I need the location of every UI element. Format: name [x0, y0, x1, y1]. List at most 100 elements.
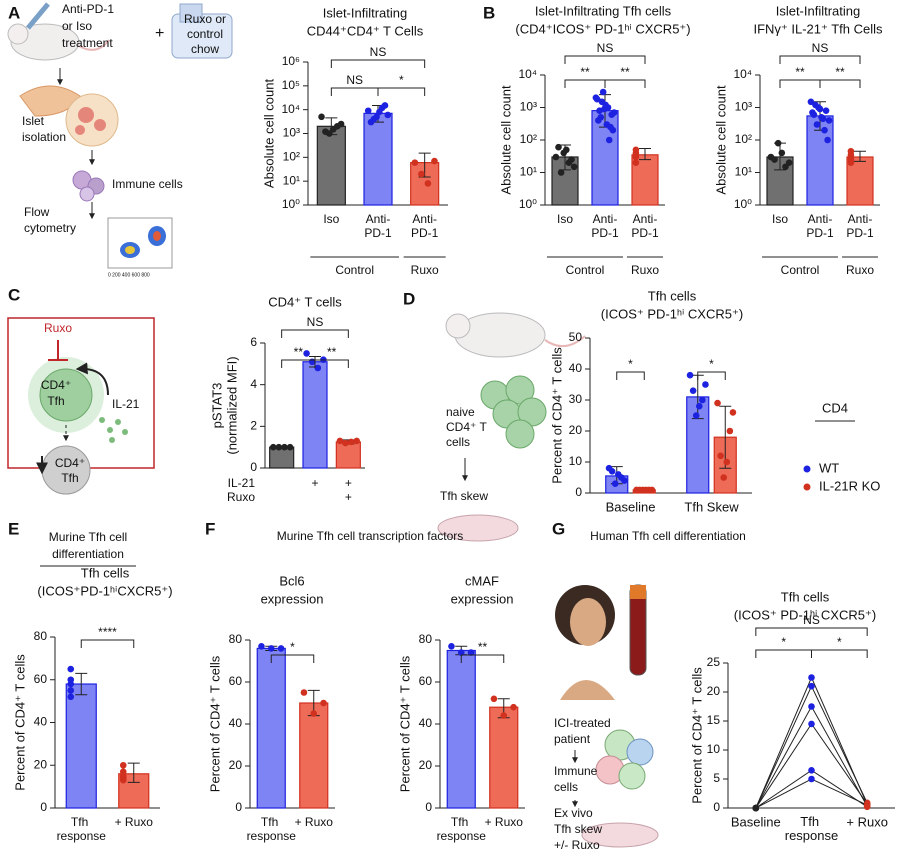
significance-bracket — [330, 59, 426, 68]
data-point — [322, 128, 329, 135]
significance-bracket — [755, 627, 868, 636]
data-point — [367, 118, 375, 126]
panel-letter: B — [483, 3, 495, 22]
data-point — [500, 712, 508, 719]
error-bar — [639, 147, 651, 161]
y-tick-label: 10⁰ — [519, 197, 537, 211]
data-point — [373, 113, 380, 121]
illustration-label: treatment — [62, 36, 113, 50]
illustration-label: naive — [446, 405, 475, 419]
illustration-d — [437, 312, 586, 542]
illustration-label: Flow — [24, 205, 50, 219]
x-tick-label: Baseline — [606, 499, 656, 514]
data-point — [809, 109, 816, 116]
x-tick-label: + Ruxo — [115, 815, 154, 829]
error-bar — [127, 762, 140, 783]
data-point — [847, 147, 855, 155]
error-bar — [854, 150, 866, 162]
data-point — [689, 387, 697, 395]
x-tick-label: + Ruxo — [295, 815, 334, 829]
x-tick-label: Tfh response — [437, 815, 487, 843]
illustration-label: Tfh skew — [554, 822, 602, 836]
data-point — [318, 113, 325, 121]
significance-bracket — [281, 329, 349, 338]
y-tick-label: 10⁴ — [281, 102, 300, 116]
y-tick-label: 2 — [250, 419, 257, 433]
data-point — [364, 107, 372, 115]
illustration-label: Ex vivo — [554, 806, 593, 820]
illustration-label: control — [187, 27, 223, 41]
y-tick-label: 25 — [707, 655, 721, 669]
data-point — [381, 102, 389, 109]
significance-bracket — [564, 55, 646, 64]
data-point — [717, 452, 724, 460]
x-tick-label: Iso — [772, 212, 788, 226]
y-tick-label: 60 — [419, 674, 433, 688]
y-tick-label: 20 — [419, 758, 433, 772]
legend-title: CD4 — [822, 400, 848, 415]
bar — [65, 683, 97, 809]
data-point — [342, 439, 349, 447]
y-tick-label: 10¹ — [735, 165, 752, 179]
data-point — [808, 775, 815, 783]
data-point — [384, 111, 392, 119]
data-point — [729, 409, 737, 416]
data-point — [510, 703, 517, 711]
illustration-label: Tfh — [61, 471, 78, 485]
data-point — [608, 468, 616, 475]
data-point — [605, 136, 613, 144]
significance-label: NS — [803, 613, 820, 627]
significance-bracket — [314, 359, 349, 368]
chart-title: expression — [451, 591, 514, 606]
illustration-label: Tfh skew — [440, 489, 488, 503]
data-point — [595, 117, 602, 124]
row-label: IL-21 — [228, 476, 256, 490]
significance-bracket — [330, 87, 379, 96]
y-axis-label: pSTAT3 — [209, 383, 224, 429]
row-label: Ruxo — [227, 490, 255, 504]
x-tick-label: Baseline — [731, 814, 781, 829]
y-axis-label: Percent of CD4⁺ T cells — [207, 655, 222, 792]
significance-label: NS — [597, 41, 614, 55]
chart-title: Tfh cells — [81, 565, 130, 580]
panel-letter: F — [205, 519, 215, 538]
data-point — [347, 438, 355, 446]
y-tick-label: 40 — [34, 715, 48, 729]
significance-label: ** — [620, 65, 630, 79]
bar — [806, 115, 834, 206]
chart-title: cMAF — [465, 573, 499, 588]
significance-bracket — [616, 371, 645, 380]
y-tick-label: 0 — [713, 800, 720, 814]
significance-label: * — [628, 357, 633, 371]
data-point — [418, 170, 425, 178]
data-point — [568, 156, 575, 163]
y-tick-label: 10² — [735, 132, 752, 146]
data-point — [119, 761, 127, 769]
y-tick-label: 5 — [713, 771, 720, 785]
data-point — [824, 136, 831, 144]
data-point — [67, 665, 75, 673]
error-bar — [719, 405, 732, 469]
y-tick-label: 20 — [707, 684, 721, 698]
chart-title: Islet-Infiltrating Tfh cells — [535, 3, 672, 18]
chart-title: Tfh cells — [781, 589, 830, 604]
group-label: Ruxo — [411, 263, 439, 277]
significance-bracket — [377, 87, 426, 96]
significance-label: ** — [795, 65, 805, 79]
y-tick-label: 20 — [34, 757, 48, 771]
x-tick-label: Anti-PD-1 — [591, 212, 619, 240]
y-tick-label: 10³ — [283, 126, 300, 140]
illustration-label: or Iso — [62, 19, 92, 33]
data-point — [490, 695, 498, 703]
y-tick-label: 0 — [40, 800, 47, 814]
data-point — [119, 776, 127, 784]
illustration-label: 0 200 400 600 800 — [108, 272, 150, 278]
y-tick-label: 80 — [34, 629, 48, 643]
x-tick-label: Anti-PD-1 — [631, 212, 659, 240]
data-point — [771, 156, 778, 163]
significance-label: **** — [98, 625, 117, 639]
y-tick-label: 40 — [229, 716, 243, 730]
chart-title: CD4⁺ T cells — [268, 294, 342, 309]
significance-bracket — [460, 654, 505, 663]
bar — [489, 706, 519, 809]
